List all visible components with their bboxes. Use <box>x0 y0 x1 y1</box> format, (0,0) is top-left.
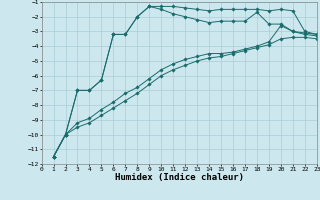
X-axis label: Humidex (Indice chaleur): Humidex (Indice chaleur) <box>115 173 244 182</box>
